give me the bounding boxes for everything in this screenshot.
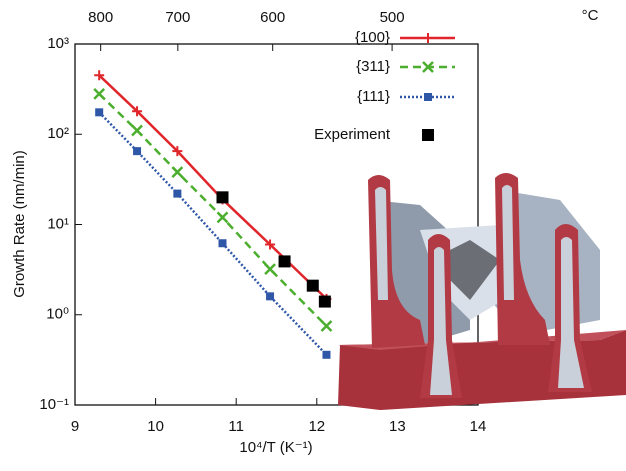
x-tick-label: 12 xyxy=(308,418,325,435)
y-tick-label: 10⁻¹ xyxy=(39,396,69,413)
x2-tick-label: 600 xyxy=(260,9,285,26)
legend-label: {100} xyxy=(355,29,390,46)
legend-label: {111} xyxy=(357,88,390,105)
marker xyxy=(172,146,183,157)
legend-marker xyxy=(422,61,434,73)
marker xyxy=(320,320,333,332)
x2-tick-label: 700 xyxy=(165,9,190,26)
x-tick-label: 13 xyxy=(389,418,406,435)
crystal-illustration xyxy=(338,173,626,410)
x-tick-label: 11 xyxy=(228,418,244,435)
marker xyxy=(216,191,229,204)
y-tick-label: 10² xyxy=(47,125,69,142)
legend-label: {311} xyxy=(356,58,390,75)
marker xyxy=(173,189,182,198)
y-tick-label: 10⁰ xyxy=(46,306,69,323)
marker xyxy=(318,295,331,308)
x2-unit: °C xyxy=(582,7,599,24)
data-layer: 9 10 11 12 13 14 800 700 600 500 10⁻¹ 10⁰ 10¹ 10² 10³ xyxy=(39,9,486,435)
marker xyxy=(95,108,104,117)
marker xyxy=(93,88,106,100)
marker xyxy=(218,239,227,248)
legend-label: Experiment xyxy=(314,126,391,143)
legend-marker xyxy=(424,93,432,101)
x2-tick-label: 500 xyxy=(380,9,405,26)
x2-tick-label: 800 xyxy=(88,9,113,26)
marker xyxy=(278,255,291,268)
x-tick-label: 14 xyxy=(470,418,487,435)
y-tick-label: 10¹ xyxy=(47,215,69,232)
marker xyxy=(132,106,143,117)
x-tick-label: 10 xyxy=(147,418,164,435)
legend-marker xyxy=(423,33,433,43)
marker xyxy=(306,279,319,292)
marker xyxy=(216,211,229,224)
marker xyxy=(266,292,275,301)
x-axis-label: 10⁴/T (K⁻¹) xyxy=(239,439,312,456)
marker xyxy=(133,147,142,156)
y-tick-label: 10³ xyxy=(47,35,69,52)
marker xyxy=(265,239,276,250)
marker xyxy=(322,350,331,359)
marker xyxy=(264,263,276,276)
y-axis-label: Growth Rate (nm/min) xyxy=(11,150,28,298)
marker xyxy=(171,166,184,179)
series-line xyxy=(98,111,328,356)
legend-marker xyxy=(422,129,434,141)
series-line xyxy=(98,92,328,327)
marker xyxy=(131,124,143,137)
legend: {100} {311} {111} Experiment xyxy=(314,29,455,143)
series-line xyxy=(98,74,328,300)
x-tick-label: 9 xyxy=(71,418,79,435)
marker xyxy=(94,70,105,81)
